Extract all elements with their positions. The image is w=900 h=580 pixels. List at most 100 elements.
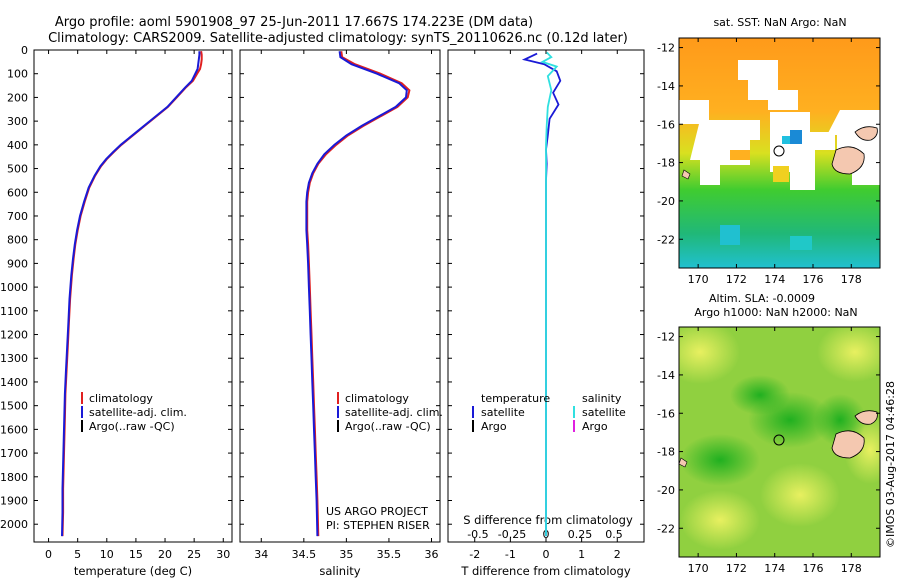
depth-tick-label: 1900 — [0, 495, 28, 508]
depth-tick-label: 700 — [7, 210, 28, 223]
depth-tick-label: 1800 — [0, 471, 28, 484]
depth-tick-label: 500 — [7, 163, 28, 176]
depth-tick-label: 1000 — [0, 281, 28, 294]
s-diff-tick-label: -0.25 — [498, 528, 526, 541]
island — [831, 430, 865, 459]
series-line — [521, 52, 562, 537]
legend-title-temperature: temperature — [481, 392, 550, 405]
sst-nan-region — [700, 174, 714, 184]
depth-tick-label: 1600 — [0, 423, 28, 436]
map-y-tick-label: -14 — [657, 369, 675, 382]
depth-tick-label: 1400 — [0, 376, 28, 389]
s-difference-x-axis: -0.5 -0.25 0 0.25 0.5 — [467, 528, 623, 541]
sla-blob — [817, 327, 880, 382]
sla-map-title-line1: Altim. SLA: -0.0009 — [709, 292, 815, 305]
x-tick-label: 15 — [129, 548, 143, 561]
map-y-tick-label: -20 — [657, 195, 675, 208]
sla-blob — [679, 327, 740, 384]
island — [854, 410, 878, 425]
legend-label-satellite: satellite-adj. clim. — [345, 406, 443, 419]
depth-tick-label: 2000 — [0, 518, 28, 531]
sla-map-title-line2: Argo h1000: NaN h2000: NaN — [694, 306, 857, 319]
sla-blob — [760, 463, 840, 527]
x-tick-label: 36 — [424, 548, 438, 561]
temperature-x-axis: 0 5 10 15 20 25 30 — [45, 50, 230, 561]
x-tick-label: 30 — [216, 548, 230, 561]
sst-map-frame — [678, 37, 881, 269]
depth-axis: 0 100 200 300 400 500 600 700 800 900 1000 1100 1200… — [0, 44, 644, 531]
t-difference-axis-label: T difference from climatology — [460, 564, 631, 578]
map-x-tick-label: 176 — [803, 273, 824, 286]
sla-map — [679, 327, 880, 557]
x-tick-label: 10 — [100, 548, 114, 561]
temperature-legend: climatology satellite-adj. clim. Argo(..… — [81, 392, 187, 433]
argo-location-marker — [773, 434, 785, 446]
sst-map-title: sat. SST: NaN Argo: NaN — [713, 16, 846, 29]
map-x-tick-label: 172 — [726, 273, 747, 286]
s-diff-tick-label: 0.5 — [605, 528, 623, 541]
x-tick-label: 35.5 — [377, 548, 402, 561]
legend-label-argo: Argo(..raw -QC) — [89, 420, 175, 433]
map-y-tick-label: -22 — [657, 522, 675, 535]
salinity-axis-label: salinity — [319, 564, 360, 578]
island — [679, 457, 688, 468]
salinity-series — [305, 51, 411, 537]
x-tick-label: 0 — [45, 548, 52, 561]
depth-tick-label: 200 — [7, 91, 28, 104]
depth-tick-label: 1300 — [0, 352, 28, 365]
map-y-tick-label: -16 — [657, 407, 675, 420]
series-line — [306, 51, 411, 537]
project-annotation: US ARGO PROJECT — [326, 505, 428, 518]
legend-title-salinity: salinity — [582, 392, 622, 405]
pi-annotation: PI: STEPHEN RISER — [326, 519, 430, 532]
depth-tick-label: 1700 — [0, 447, 28, 460]
temperature-axis-label: temperature (deg C) — [74, 564, 192, 578]
figure-title-line1: Argo profile: aoml 5901908_97 25-Jun-201… — [55, 15, 533, 30]
sst-patch — [782, 136, 790, 144]
map-x-tick-label: 170 — [688, 562, 709, 575]
imos-credit: ©IMOS 03-Aug-2017 04:46:28 — [884, 381, 897, 548]
map-y-tick-label: -20 — [657, 484, 675, 497]
map-x-tick-label: 174 — [764, 562, 785, 575]
sst-patch — [790, 130, 802, 144]
x-tick-label: 1 — [578, 548, 585, 561]
map-y-tick-label: -16 — [657, 118, 675, 131]
x-tick-label: 5 — [74, 548, 81, 561]
sst-patch — [790, 236, 812, 250]
series-line — [305, 51, 408, 537]
sst-patch — [730, 150, 750, 160]
sst-nan-region — [788, 152, 800, 162]
map-y-tick-label: -12 — [657, 42, 675, 55]
difference-legend: temperature salinity satellite Argo sate… — [472, 392, 626, 433]
map-y-tick-label: -14 — [657, 80, 675, 93]
depth-tick-label: 800 — [7, 234, 28, 247]
t-difference-x-axis: -2 -1 0 1 2 — [469, 50, 621, 561]
depth-tick-label: 1500 — [0, 400, 28, 413]
depth-tick-label: 900 — [7, 257, 28, 270]
s-diff-tick-label: -0.5 — [467, 528, 488, 541]
legend-label-climatology: climatology — [345, 392, 409, 405]
x-tick-label: 25 — [187, 548, 201, 561]
x-tick-label: 0 — [543, 548, 550, 561]
sst-nan-region — [738, 60, 798, 110]
x-tick-label: 34 — [254, 548, 268, 561]
temperature-panel — [33, 49, 233, 543]
legend-label-sal-argo: Argo — [582, 420, 608, 433]
sst-map — [679, 38, 880, 268]
depth-tick-label: 600 — [7, 186, 28, 199]
x-tick-label: 34.5 — [292, 548, 317, 561]
figure-title-line2: Climatology: CARS2009. Satellite-adjuste… — [48, 31, 628, 46]
map-x-tick-label: 176 — [803, 562, 824, 575]
map-x-tick-label: 174 — [764, 273, 785, 286]
legend-label-argo: Argo(..raw -QC) — [345, 420, 431, 433]
sla-low — [730, 375, 790, 415]
legend-label-temp-satellite: satellite — [481, 406, 525, 419]
temperature-series — [61, 51, 203, 537]
depth-tick-label: 1100 — [0, 305, 28, 318]
sla-map-axes: 170 172 174 176 178 -12 -14 -16 -18 -20 -22 — [657, 327, 880, 575]
x-tick-label: 20 — [158, 548, 172, 561]
sst-patch — [720, 225, 740, 245]
series-line — [61, 51, 203, 537]
island — [854, 126, 878, 141]
map-y-tick-label: -18 — [657, 446, 675, 459]
